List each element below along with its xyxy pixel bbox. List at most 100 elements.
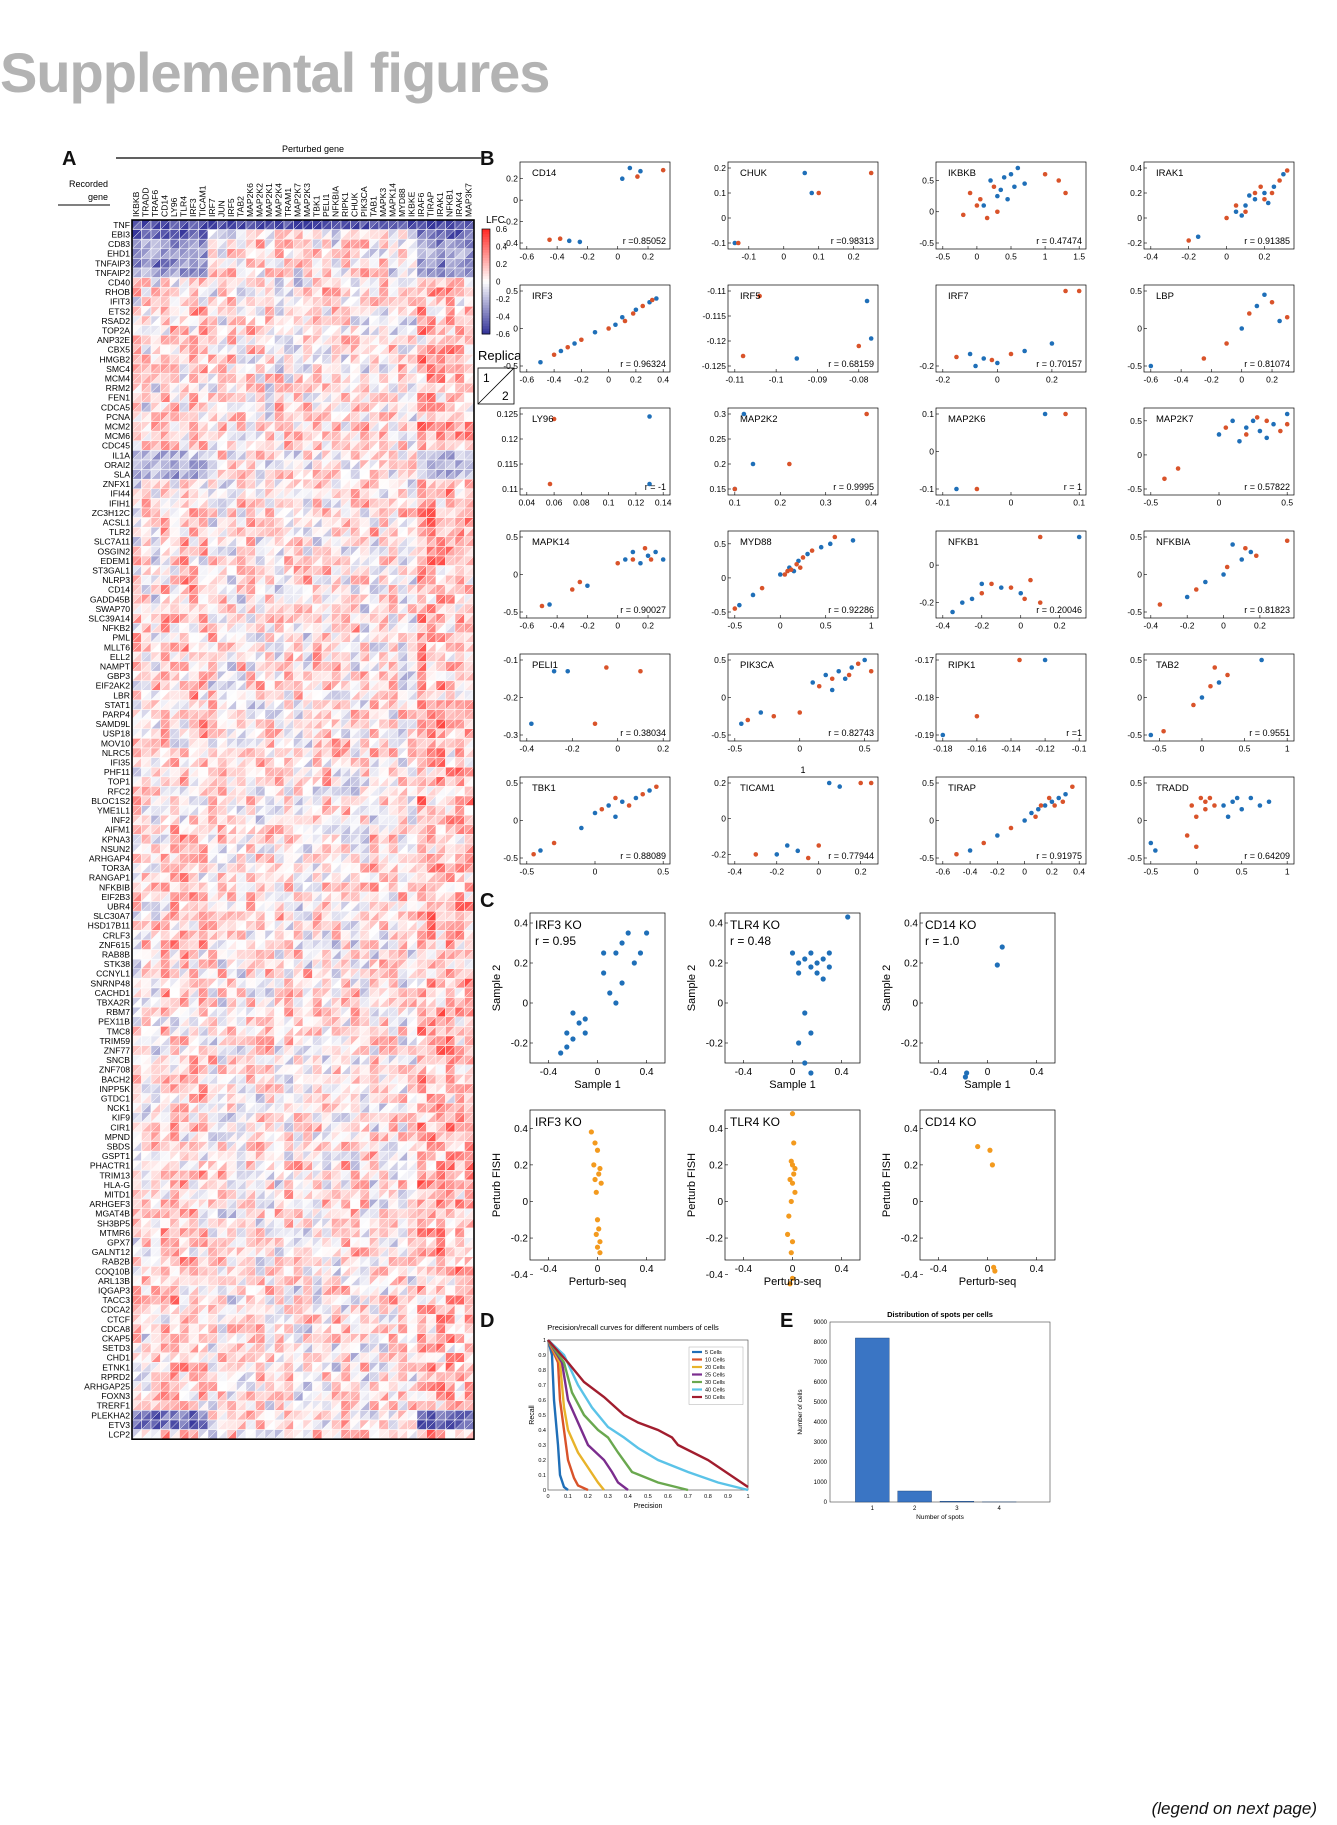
- row-label: RRM2: [106, 383, 131, 393]
- row-label: ZNF615: [99, 940, 130, 950]
- row-label: UBR4: [107, 901, 130, 911]
- row-label: SH3BP5: [97, 1218, 130, 1228]
- row-label: EHD1: [107, 249, 130, 259]
- column-label: NFKBIA: [331, 186, 341, 217]
- row-label: TOP2A: [102, 325, 130, 335]
- column-label: IRAF6: [416, 192, 426, 217]
- row-label: SLC30A7: [93, 911, 130, 921]
- row-label: GPX7: [107, 1237, 130, 1247]
- row-label: ST3GAL1: [92, 565, 130, 575]
- row-label: CKAP5: [102, 1333, 130, 1343]
- row-label: MGAT4B: [95, 1209, 130, 1219]
- column-label: TBK1: [312, 195, 322, 217]
- row-label: TRERF1: [97, 1401, 131, 1411]
- row-label: CCNYL1: [96, 969, 130, 979]
- row-label: ARHGAP25: [84, 1381, 130, 1391]
- row-label: TNFAIP2: [95, 268, 130, 278]
- column-label: LY96: [169, 197, 179, 217]
- row-label: YME1L1: [97, 805, 130, 815]
- row-label: MLLT6: [104, 642, 130, 652]
- row-label: ETV3: [109, 1420, 131, 1430]
- column-label: JUN: [217, 200, 227, 217]
- perturbed-gene-header: Perturbed gene: [282, 144, 344, 154]
- column-label: MAP2K3: [302, 183, 312, 217]
- row-label: MCM2: [105, 421, 131, 431]
- row-label: MCM4: [105, 373, 131, 383]
- row-label: MPND: [105, 1132, 130, 1142]
- row-label: MTMR6: [99, 1228, 130, 1238]
- row-label: KPNA3: [102, 834, 130, 844]
- heatmap-cells: [131, 219, 475, 1440]
- row-label: EBI3: [111, 229, 130, 239]
- row-label: IFI44: [110, 489, 130, 499]
- row-label: PHACTR1: [90, 1161, 130, 1171]
- column-label: TIRAP: [426, 191, 436, 217]
- row-label: SLA: [114, 469, 131, 479]
- row-label: IL1A: [112, 450, 130, 460]
- column-label: IRF5: [226, 198, 236, 217]
- row-label: STAT1: [105, 700, 131, 710]
- recorded-gene-header-2: gene: [88, 192, 108, 202]
- row-label: IFIH1: [109, 498, 130, 508]
- row-label: CRLF3: [103, 930, 130, 940]
- row-label: CDCA2: [101, 1305, 130, 1315]
- row-label: CD14: [108, 585, 130, 595]
- row-label: TMC8: [107, 1026, 131, 1036]
- row-label: ACSL1: [103, 517, 130, 527]
- panel-a-label: A: [62, 148, 77, 170]
- recorded-gene-header: Recorded: [69, 179, 108, 189]
- row-label: RAB8B: [102, 949, 130, 959]
- row-label: TOR3A: [102, 863, 131, 873]
- row-label: LBR: [113, 690, 130, 700]
- column-label: MAP2K4: [274, 183, 284, 217]
- column-label: PELI1: [321, 193, 331, 217]
- row-label: NFKBIB: [99, 882, 130, 892]
- row-label: RAB2B: [102, 1257, 130, 1267]
- column-label: IRAK1: [435, 192, 445, 217]
- row-label: COQ10B: [95, 1266, 130, 1276]
- column-label: MAP2K6: [245, 183, 255, 217]
- row-label: OSGIN2: [98, 546, 131, 556]
- row-label: HMGB2: [99, 354, 130, 364]
- column-label: TAB1: [369, 196, 379, 217]
- row-label: TRIM59: [99, 1036, 130, 1046]
- row-label: CD83: [108, 239, 130, 249]
- column-label: CHUK: [350, 192, 360, 217]
- row-label: CDCA5: [101, 402, 130, 412]
- row-label: SMC4: [106, 364, 130, 374]
- row-label: HLA-G: [104, 1180, 131, 1190]
- row-label: FEN1: [108, 393, 130, 403]
- row-label: SLC7A11: [94, 537, 130, 547]
- row-label: RANGAP1: [89, 873, 130, 883]
- row-label: LCP2: [109, 1429, 131, 1439]
- row-label: EDEM1: [100, 556, 130, 566]
- row-label: GSPT1: [102, 1151, 130, 1161]
- row-label: BLOC1S2: [91, 796, 130, 806]
- row-label: RFC2: [108, 786, 131, 796]
- column-label: MAP3K7: [464, 183, 474, 217]
- row-label: CD40: [108, 277, 130, 287]
- column-label: MAP2K1: [264, 183, 274, 217]
- row-label: KIF9: [112, 1113, 130, 1123]
- row-label: ETS2: [109, 306, 131, 316]
- row-label: NSUN2: [101, 844, 130, 854]
- row-label: ELL2: [110, 652, 130, 662]
- row-label: SBDS: [107, 1141, 131, 1151]
- row-label: ORAI2: [104, 460, 130, 470]
- row-label: ARHGAP4: [89, 853, 130, 863]
- row-label: PML: [112, 633, 130, 643]
- row-label: GALNT12: [92, 1247, 130, 1257]
- column-label: MYD88: [397, 188, 407, 217]
- row-label: NAMPT: [100, 661, 131, 671]
- row-label: BACH2: [101, 1074, 130, 1084]
- row-label: RBM7: [106, 1007, 130, 1017]
- row-label: NCK1: [107, 1103, 130, 1113]
- row-label: RSAD2: [101, 316, 130, 326]
- page-title: Supplemental figures: [0, 41, 550, 104]
- row-label: CHD1: [107, 1353, 131, 1363]
- row-label: TACC3: [102, 1295, 130, 1305]
- row-label: SWAP70: [95, 604, 130, 614]
- row-label: IFI35: [110, 757, 130, 767]
- row-label: NFKB2: [102, 623, 130, 633]
